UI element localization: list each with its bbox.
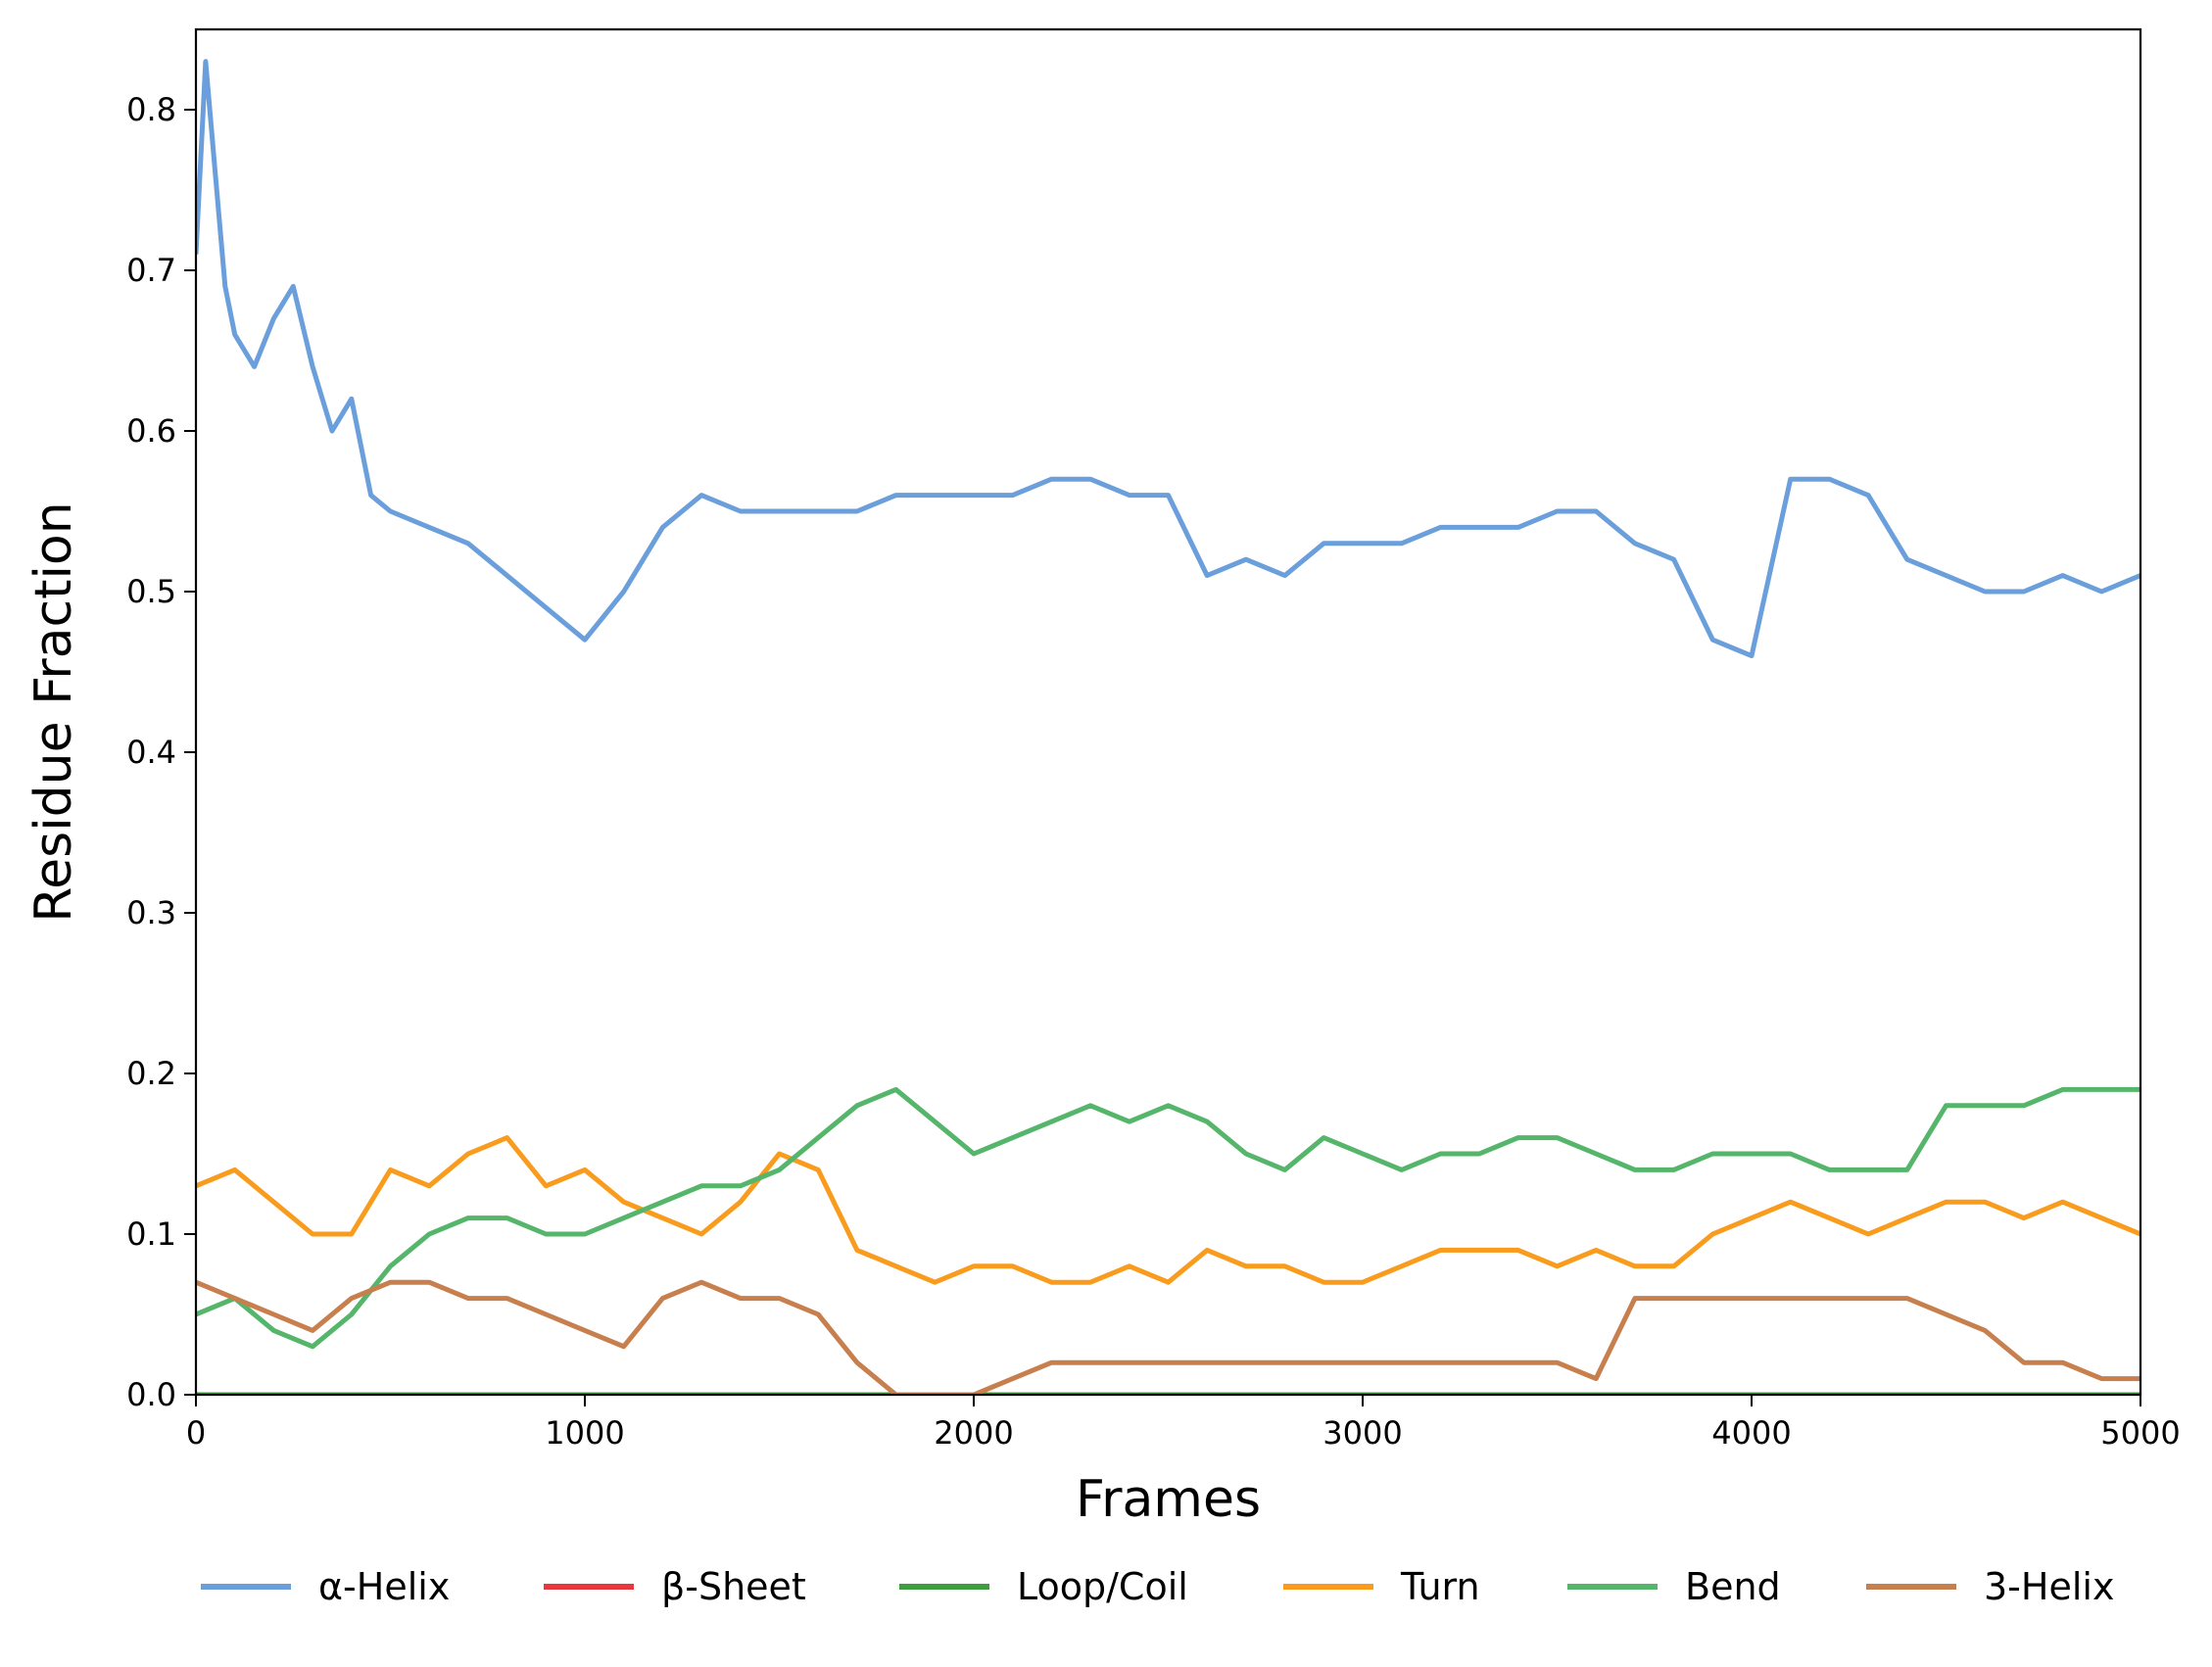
y-tick-label: 0.2 <box>126 1055 176 1092</box>
y-tick-label: 0.7 <box>126 252 176 289</box>
legend-label: Loop/Coil <box>1017 1565 1188 1608</box>
legend-label: Turn <box>1400 1565 1480 1608</box>
y-tick-label: 0.1 <box>126 1215 176 1253</box>
y-tick-label: 0.4 <box>126 734 176 771</box>
plot-area <box>196 59 2140 1395</box>
series-line-helix <box>196 59 2140 659</box>
x-tick-label: 3000 <box>1322 1414 1402 1452</box>
y-axis-label: Residue Fraction <box>24 501 83 922</box>
legend-label: α-Helix <box>318 1565 450 1608</box>
y-tick-label: 0.3 <box>126 894 176 931</box>
y-tick-label: 0.0 <box>126 1376 176 1413</box>
x-tick-label: 2000 <box>934 1414 1013 1452</box>
legend-label: β-Sheet <box>661 1565 806 1608</box>
legend-label: 3-Helix <box>1984 1565 2114 1608</box>
x-axis-label: Frames <box>1076 1470 1261 1529</box>
series-line-3-helix <box>196 1279 2140 1395</box>
legend: α-Helix β-Sheet Loop/Coil Turn Bend 3-Helix <box>201 1565 2114 1608</box>
legend-label: Bend <box>1685 1565 1781 1608</box>
x-tick-label: 5000 <box>2100 1414 2180 1452</box>
series-line-turn <box>196 1135 2140 1285</box>
y-tick-label: 0.6 <box>126 412 176 450</box>
series-line-bend <box>196 1086 2140 1350</box>
y-tick-label: 0.5 <box>126 573 176 610</box>
x-tick-label: 4000 <box>1711 1414 1791 1452</box>
plot-frame <box>194 27 2142 1397</box>
x-tick-label: 1000 <box>545 1414 624 1452</box>
y-tick-label: 0.8 <box>126 91 176 128</box>
axis-ticks: 0 1000 2000 3000 4000 5000 0.0 0.1 0.2 0.3 0.4 0.5 0… <box>126 91 2181 1452</box>
x-tick-label: 0 <box>186 1414 206 1452</box>
